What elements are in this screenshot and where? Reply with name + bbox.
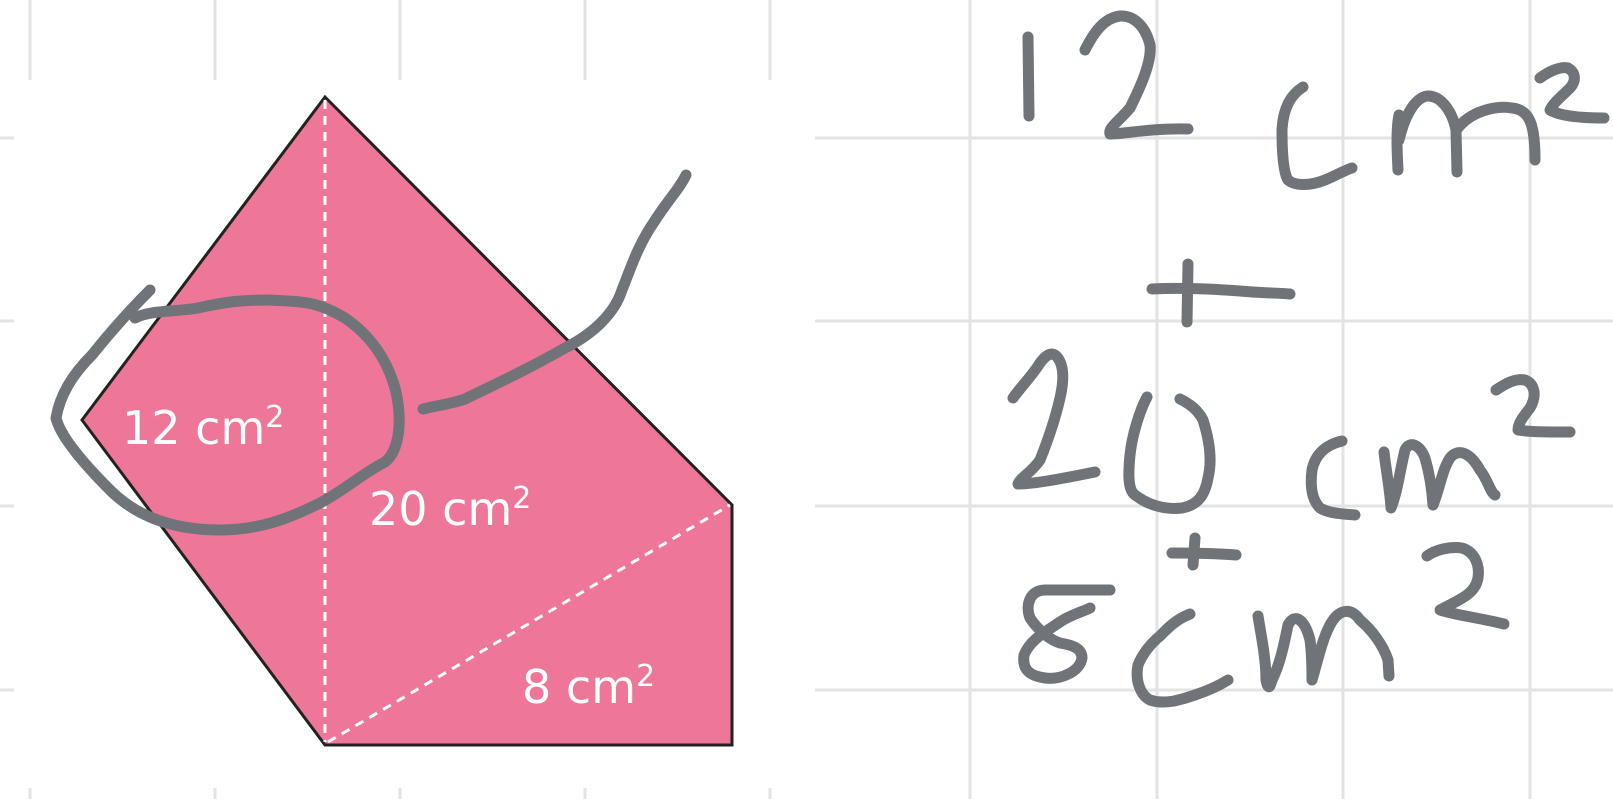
diagonal-dashed-divider [327,503,731,744]
area-unit-middle: cm [442,482,512,536]
handwriting-line-8cm2 [1018,542,1510,708]
handwriting-line-12cm2 [1022,10,1610,190]
area-exponent-left: 2 [265,400,284,435]
handwritten-annotation [50,169,692,536]
handwriting-line-20cm2 [1007,348,1576,521]
area-value-bottom-right: 8 [522,660,551,714]
area-unit-left: cm [195,401,265,455]
area-value-left: 12 [122,401,181,455]
pen-loop-stroke [50,284,405,536]
area-value-middle: 20 [369,482,428,536]
pentagon-figure: 12 cm2 20 cm2 8 cm2 [80,94,734,747]
handwriting-plus-2 [1166,532,1242,571]
area-label-middle: 20 cm2 [369,481,531,536]
pen-squiggle-stroke [417,169,692,415]
area-exponent-bottom-right: 2 [636,659,655,694]
area-unit-bottom-right: cm [566,660,636,714]
handwritten-sum [1007,10,1610,708]
area-label-left: 12 cm2 [122,400,284,455]
area-label-bottom-right: 8 cm2 [522,659,655,714]
area-exponent-middle: 2 [512,481,531,516]
handwriting-plus-1 [1146,258,1296,328]
pentagon-shape [80,94,734,747]
